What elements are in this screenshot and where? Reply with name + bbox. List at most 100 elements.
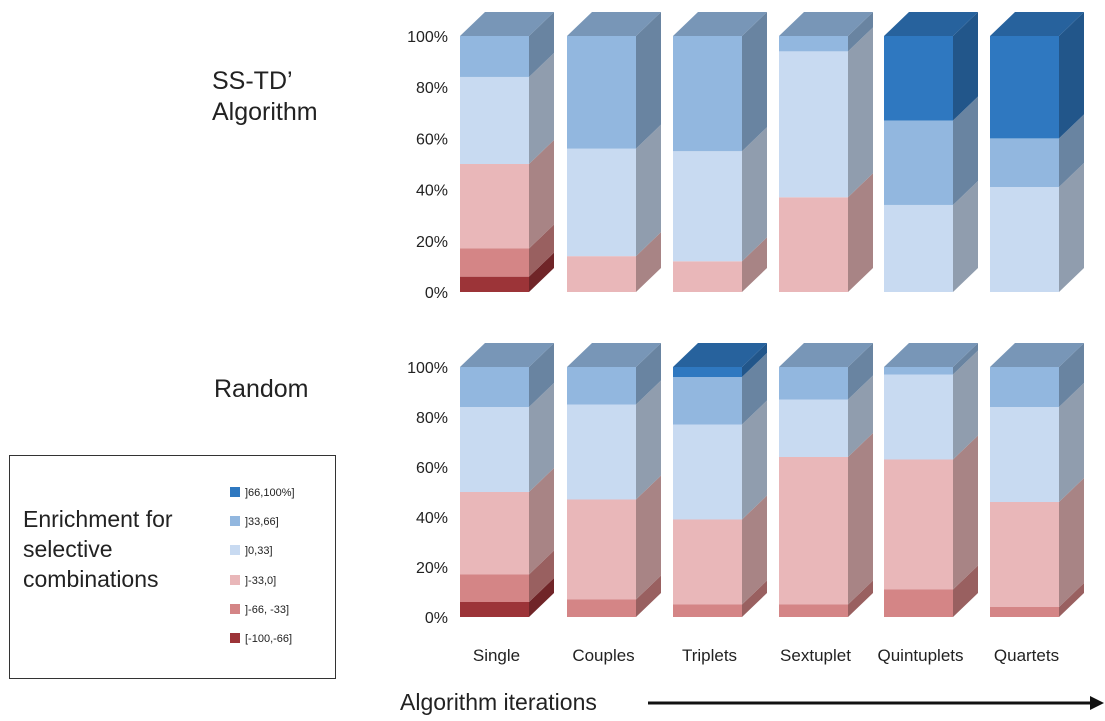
y-tick-label: 60% (416, 131, 448, 148)
bar-segment-single-100-66 (460, 252, 554, 292)
bar-segment-triplets-33-0 (673, 495, 767, 605)
bar-segment-sextuplet-33-0 (779, 173, 873, 292)
x-tick-label-single: Single (473, 646, 520, 665)
bar-segment-quartets-66-100 (990, 12, 1084, 139)
bar-segment-single-33-66 (460, 343, 554, 407)
bar-segment-sextuplet-33-0 (779, 433, 873, 605)
bar-segment-quartets-33-66 (990, 114, 1084, 188)
bar-segment-single-33-66 (460, 12, 554, 77)
chart-random: 0% 20% 40% 60% 80% 100% Single Couples Triplets S… (407, 343, 1084, 665)
bar-segment-quintuplets-66-100 (884, 12, 978, 121)
bar-segment-triplets-33-0 (673, 237, 767, 292)
bar-segment-sextuplet-0-33 (779, 375, 873, 457)
bar-top-triplets (673, 12, 767, 36)
bar-segment-quartets-0-33 (990, 383, 1084, 502)
bar-segment-sextuplet-0-33 (779, 27, 873, 198)
bar-segment-sextuplet-33-66 (779, 12, 873, 52)
bar-top-quintuplets (884, 12, 978, 36)
x-axis-title: Algorithm iterations (400, 689, 597, 715)
legend-swatch (230, 633, 240, 643)
bar-segment-quintuplets-66-33 (884, 565, 978, 617)
bar-top-couples (567, 12, 661, 36)
bar-top-sextuplet (779, 12, 873, 36)
bar-segment-triplets-33-66 (673, 353, 767, 425)
y-tick-label: 40% (416, 510, 448, 527)
legend-item-100-66: [-100,-66] (230, 631, 292, 647)
bar-segment-couples-33-66 (567, 343, 661, 405)
x-tick-label-triplets: Triplets (682, 646, 737, 665)
bar-top-quartets (990, 12, 1084, 36)
legend-label: ]66,100%] (245, 487, 295, 499)
legend-swatch (230, 545, 240, 555)
bar-segment-single-0-33 (460, 52, 554, 164)
legend-label: ]33,66] (245, 516, 279, 528)
bar-top-single (460, 343, 554, 367)
legend-label: ]-33,0] (245, 575, 277, 587)
bar-top-couples (567, 343, 661, 367)
legend-item-66-33: ]-66, -33] (230, 602, 289, 618)
bar-segment-quartets-33-0 (990, 478, 1084, 607)
y-tick-label: 100% (407, 360, 448, 377)
chart-title-ss-td: SS-TD’ Algorithm (212, 67, 318, 126)
y-tick-label: 60% (416, 460, 448, 477)
legend-label: ]0,33] (245, 545, 273, 557)
bar-segment-triplets-0-33 (673, 127, 767, 262)
bar-top-quintuplets (884, 343, 978, 367)
bar-segment-triplets-33-66 (673, 12, 767, 152)
bar-segment-quartets-33-66 (990, 343, 1084, 407)
legend-swatch (230, 575, 240, 585)
legend-label: [-100,-66] (245, 633, 293, 645)
bar-segment-couples-33-0 (567, 475, 661, 600)
x-tick-label-sextuplet: Sextuplet (780, 646, 851, 665)
bar-segment-quartets-66-33 (990, 583, 1084, 617)
chart-ss-td-algorithm: 0% 20% 40% 60% 80% 100% (407, 12, 1084, 302)
x-axis-arrow (648, 696, 1104, 710)
x-tick-label-quartets: Quartets (994, 646, 1059, 665)
chart-title-random: Random (214, 375, 309, 403)
bar-segment-quartets-0-33 (990, 163, 1084, 292)
bar-segment-single-33-0 (460, 140, 554, 249)
legend-label: ]-66, -33] (245, 604, 290, 616)
bar-segment-single-33-0 (460, 468, 554, 575)
bar-segment-single-66-33 (460, 550, 554, 602)
legend-item-66-100: ]66,100%] (230, 485, 295, 501)
bar-segment-couples-66-33 (567, 575, 661, 617)
bar-top-single (460, 12, 554, 36)
y-tick-label: 40% (416, 183, 448, 200)
legend: Enrichment for selective combinations ]6… (9, 455, 336, 679)
bar-segment-triplets-66-100 (673, 343, 767, 377)
legend-item-0-33: ]0,33] (230, 543, 273, 559)
y-tick-label: 80% (416, 410, 448, 427)
bar-segment-quintuplets-33-0 (884, 435, 978, 590)
bar-segment-quintuplets-0-33 (884, 350, 978, 460)
bar-top-quartets (990, 343, 1084, 367)
legend-title: Enrichment for selective combinations (23, 506, 173, 592)
bar-segment-couples-0-33 (567, 380, 661, 500)
bar-segment-couples-33-66 (567, 12, 661, 149)
bar-segment-triplets-66-33 (673, 580, 767, 617)
legend-item-33-66: ]33,66] (230, 514, 279, 530)
bar-segment-single-66-33 (460, 224, 554, 277)
y-tick-label: 20% (416, 234, 448, 251)
bar-top-sextuplet (779, 343, 873, 367)
bar-segment-sextuplet-33-66 (779, 343, 873, 400)
x-tick-label-quintuplets: Quintuplets (878, 646, 964, 665)
bar-segment-single-100-66 (460, 578, 554, 617)
bar-segment-couples-33-0 (567, 232, 661, 292)
x-tick-label-couples: Couples (572, 646, 634, 665)
bar-segment-triplets-0-33 (673, 400, 767, 520)
bar-segment-single-0-33 (460, 383, 554, 492)
y-tick-label: 0% (425, 610, 448, 627)
legend-swatch (230, 487, 240, 497)
legend-swatch (230, 516, 240, 526)
bar-segment-couples-0-33 (567, 124, 661, 257)
legend-item-33-0: ]-33,0] (230, 573, 276, 589)
bar-segment-sextuplet-66-33 (779, 580, 873, 617)
legend-swatch (230, 604, 240, 614)
bar-segment-quintuplets-33-66 (884, 343, 978, 375)
bar-segment-quintuplets-0-33 (884, 180, 978, 292)
bar-segment-quintuplets-33-66 (884, 96, 978, 205)
y-tick-label: 20% (416, 560, 448, 577)
bar-top-triplets (673, 343, 767, 367)
